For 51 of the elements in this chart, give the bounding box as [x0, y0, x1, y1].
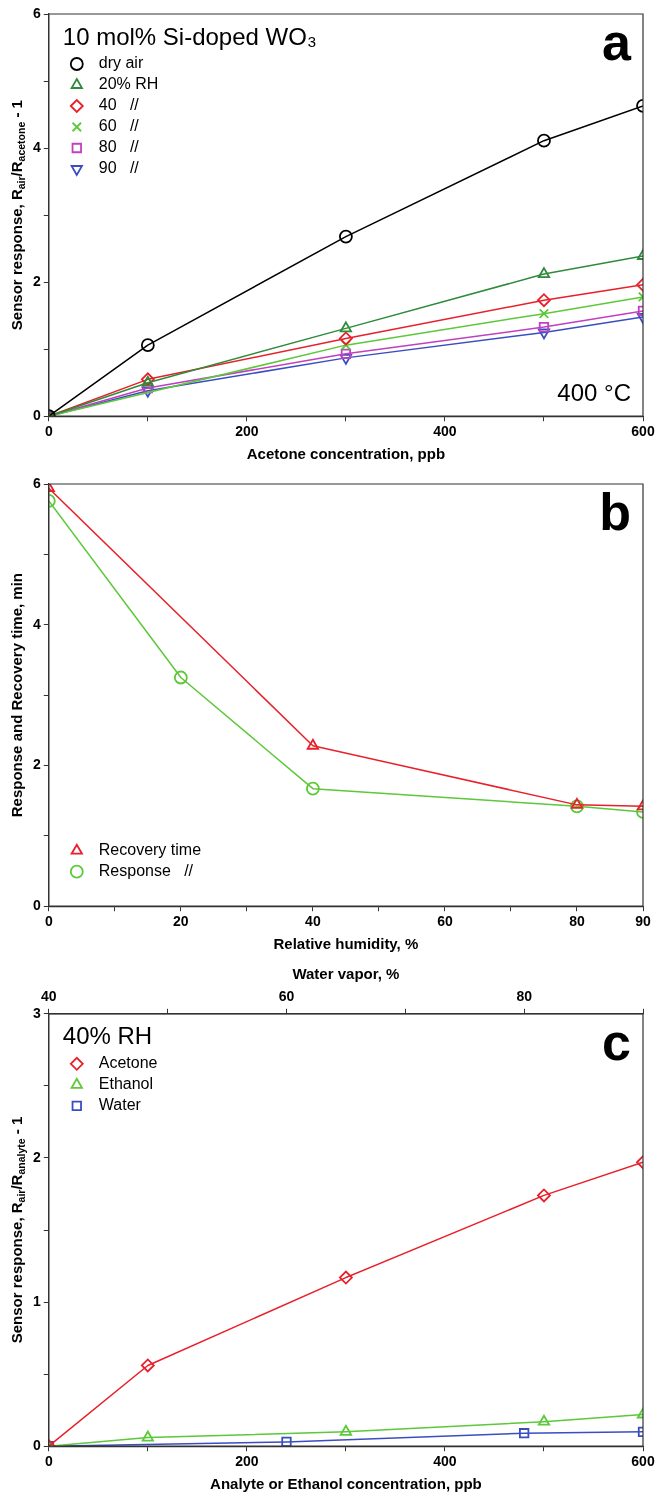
y-tick-label: 4 [32, 138, 41, 155]
chart-title: a [602, 13, 633, 72]
legend-label: 20% RH [98, 75, 159, 93]
x2-axis-title: Water vapor, % [292, 965, 400, 983]
x-tick-label: 400 [433, 1453, 457, 1470]
legend-label: Recovery time [98, 841, 202, 859]
annotation: 10 mol% Si-doped WO₃ [62, 22, 317, 50]
x-tick-label: 600 [631, 423, 655, 440]
y-tick-label: 0 [32, 1437, 41, 1454]
x-tick-label: 60 [437, 913, 453, 930]
x-tick-label: 400 [433, 423, 457, 440]
y-tick-label: 6 [32, 474, 41, 491]
legend-label: 40 // [98, 96, 140, 114]
y-tick-label: 2 [32, 756, 41, 773]
x2-tick-label: 60 [278, 988, 295, 1005]
x-tick-label: 200 [235, 1453, 259, 1470]
x-tick-label: 0 [44, 913, 53, 930]
legend-label: dry air [98, 54, 144, 72]
x-tick-label: 90 [635, 913, 651, 930]
y-tick-label: 1 [32, 1292, 41, 1309]
chart-title: b [599, 483, 631, 542]
legend-label: Water [98, 1096, 142, 1114]
x2-tick-label: 40 [41, 988, 57, 1005]
y-tick-label: 2 [32, 272, 41, 289]
annotation: 400 °C [557, 378, 631, 406]
y-tick-label: 0 [32, 407, 41, 424]
x-tick-label: 200 [235, 423, 259, 440]
x-axis-title: Analyte or Ethanol concentration, ppb [210, 1475, 482, 1493]
x-tick-label: 20 [173, 913, 189, 930]
chart-title: c [602, 1013, 631, 1072]
legend-label: 80 // [98, 138, 140, 156]
legend-label: Response // [98, 862, 194, 880]
annotation: 40% RH [62, 1022, 153, 1050]
x2-tick-label: 80 [516, 988, 533, 1005]
x-tick-label: 0 [44, 1453, 53, 1470]
legend-label: 90 // [98, 159, 140, 177]
y-tick-label: 6 [32, 4, 41, 21]
x-tick-label: 40 [305, 913, 321, 930]
y-tick-label: 4 [32, 615, 41, 632]
legend-label: Ethanol [98, 1075, 154, 1093]
legend-label: Acetone [98, 1054, 158, 1072]
x-tick-label: 0 [44, 423, 53, 440]
x-axis-title: Acetone concentration, ppb [246, 445, 446, 463]
x-tick-label: 80 [569, 913, 585, 930]
y-axis-title: Response and Recovery time, min [8, 572, 26, 818]
y-tick-label: 3 [32, 1004, 41, 1021]
y-tick-label: 2 [32, 1148, 41, 1165]
x-tick-label: 600 [631, 1453, 655, 1470]
y-tick-label: 0 [32, 897, 41, 914]
x-axis-title: Relative humidity, % [273, 935, 419, 953]
legend-label: 60 // [98, 117, 140, 135]
